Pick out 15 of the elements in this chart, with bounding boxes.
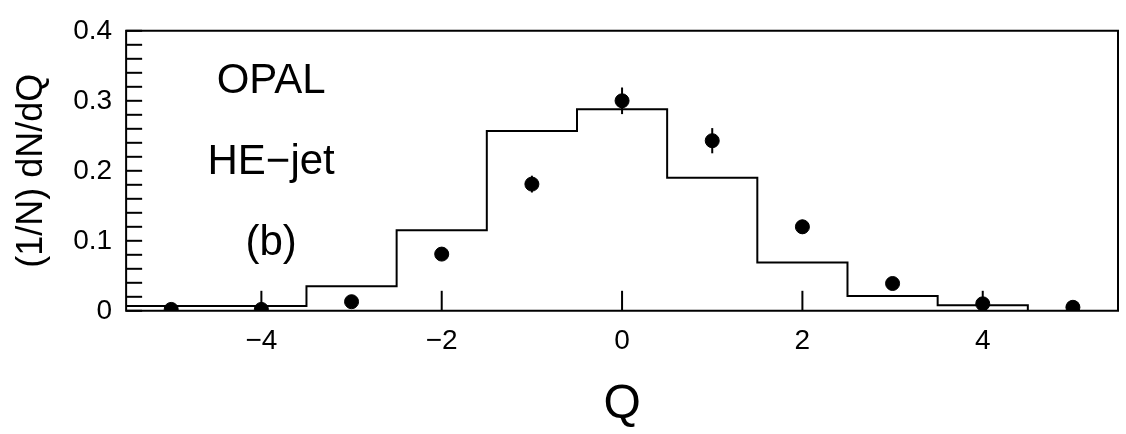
y-tick-label: 0.2 [73,153,113,185]
annotation: (b) [245,217,297,265]
x-tick-label: 4 [974,324,991,356]
x-tick-label: −2 [425,324,458,356]
y-axis-title: (1/N) dN/dQ [8,73,50,268]
y-tick-label: 0.4 [73,13,113,45]
annotation: OPAL [216,54,326,102]
x-tick-label: 0 [614,324,630,356]
x-tick-label: 2 [794,324,811,356]
y-tick-label: 0.1 [73,223,113,255]
x-axis-title: Q [603,375,641,429]
y-tick-label: 0.3 [73,83,113,115]
annotation: HE−jet [207,135,336,183]
x-tick-label: −4 [245,324,278,356]
y-tick-label: 0 [96,293,113,325]
